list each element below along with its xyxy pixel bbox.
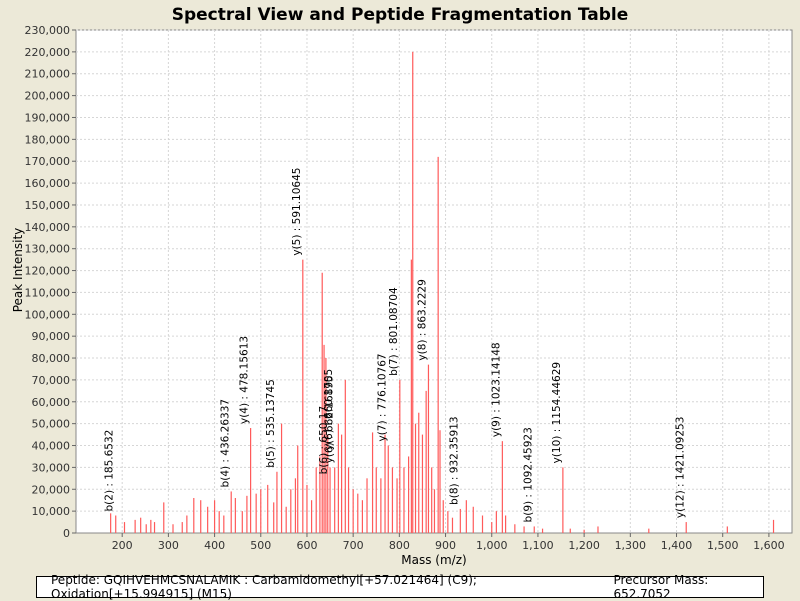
y-tick-label: 20,000 [32, 483, 71, 496]
x-tick-label: 800 [389, 539, 410, 552]
peak-annotation: b(6) : 650.17 [318, 406, 330, 475]
y-tick-label: 170,000 [25, 155, 71, 168]
x-tick-label: 1,100 [522, 539, 554, 552]
peak-annotation: b(7) : 801.08704 [388, 287, 400, 376]
y-tick-label: 50,000 [32, 418, 71, 431]
peak-annotation: b(2) : 185.6532 [104, 430, 116, 512]
y-tick-label: 200,000 [25, 90, 71, 103]
y-tick-label: 120,000 [25, 265, 71, 278]
peak-annotation: b(9) : 1092.45923 [522, 427, 534, 522]
x-tick-label: 400 [204, 539, 225, 552]
y-axis-label: Peak Intensity [11, 228, 25, 313]
x-tick-label: 1,200 [568, 539, 600, 552]
peptide-sequence: Peptide: GQIHVEHMCSNALAMIK : Carbamidome… [51, 573, 477, 601]
y-tick-label: 110,000 [25, 286, 71, 299]
y-tick-label: 40,000 [32, 440, 71, 453]
y-tick-label: 190,000 [25, 111, 71, 124]
x-tick-label: 600 [296, 539, 317, 552]
y-tick-label: 100,000 [25, 308, 71, 321]
peak-annotation: y(4) : 478.15613 [239, 336, 251, 424]
x-tick-label: 1,600 [753, 539, 785, 552]
y-tick-label: 70,000 [32, 374, 71, 387]
peak-annotation: b(8) : 932.35913 [448, 416, 460, 505]
x-tick-label: 500 [250, 539, 271, 552]
x-tick-label: 900 [435, 539, 456, 552]
peptide-info-bar: Peptide: GQIHVEHMCSNALAMIK : Carbamidome… [36, 573, 764, 601]
y-tick-label: 140,000 [25, 221, 71, 234]
peak-annotation: y(7) : 776.10767 [376, 353, 388, 441]
peak-annotation: b(5) : 535.13745 [265, 379, 277, 468]
y-tick-label: 150,000 [25, 199, 71, 212]
y-tick-label: 220,000 [25, 46, 71, 59]
plot-area [75, 29, 793, 534]
peak-annotation: y(8) : 863.2229 [417, 279, 429, 360]
y-tick-label: 60,000 [32, 396, 71, 409]
x-axis-label: Mass (m/z) [401, 553, 466, 567]
x-axis-ticks: 200 300 400 500 600 700 800 900 1,000 1,100 1,200 1… [112, 533, 785, 552]
peak-annotation: y(6) : 660.1705 [323, 369, 335, 450]
spectrum-chart: Spectral View and Peptide Fragmentation … [11, 5, 793, 567]
fragment-annotations: b(2) : 185.6532 b(4) : 436.26337 y(4) : 47… [104, 168, 687, 523]
y-tick-label: 230,000 [25, 24, 71, 37]
x-tick-label: 1,500 [707, 539, 739, 552]
x-tick-label: 1,400 [661, 539, 693, 552]
precursor-mass: Precursor Mass: 652.7052 [613, 573, 709, 601]
y-tick-label: 90,000 [32, 330, 71, 343]
y-tick-label: 210,000 [25, 68, 71, 81]
x-tick-label: 1,300 [615, 539, 647, 552]
x-tick-label: 200 [112, 539, 133, 552]
x-tick-label: 700 [343, 539, 364, 552]
peak-annotation: y(12) : 1421.09253 [674, 417, 686, 518]
peak-annotation: y(10) : 1154.44629 [551, 362, 563, 463]
y-tick-label: 130,000 [25, 243, 71, 256]
peak-series [110, 51, 775, 533]
y-axis-ticks: 0 10,000 20,000 30,000 40,000 50,000 60,000 70,… [25, 24, 76, 540]
peak-annotation: y(6) : 662.16895 [324, 375, 336, 463]
y-tick-label: 180,000 [25, 133, 71, 146]
peak-annotation: y(9) : 1023.14148 [490, 342, 502, 437]
y-tick-label: 30,000 [32, 461, 71, 474]
peak-annotation: y(5) : 591.10645 [291, 168, 303, 256]
y-tick-label: 10,000 [32, 505, 71, 518]
y-tick-label: 0 [63, 527, 70, 540]
x-tick-label: 300 [158, 539, 179, 552]
y-tick-label: 160,000 [25, 177, 71, 190]
y-tick-label: 80,000 [32, 352, 71, 365]
peak-annotation: b(4) : 436.26337 [219, 399, 231, 488]
x-tick-label: 1,000 [476, 539, 508, 552]
chart-title: Spectral View and Peptide Fragmentation … [172, 5, 629, 25]
